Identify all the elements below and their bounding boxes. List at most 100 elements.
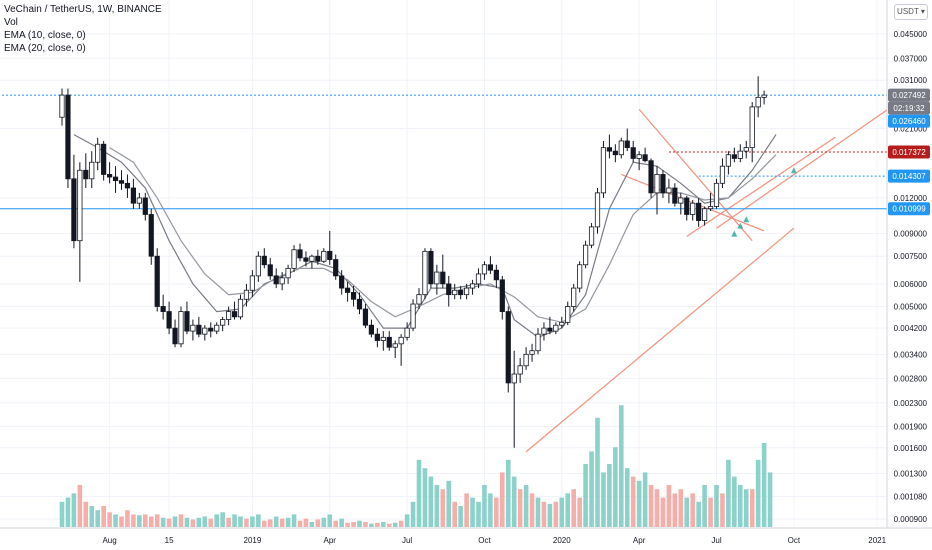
volume-bar	[285, 517, 291, 527]
candle-body	[594, 192, 601, 228]
candle-body	[130, 187, 136, 204]
volume-bar	[494, 497, 499, 527]
candle-body	[178, 311, 184, 345]
candle-body	[83, 169, 89, 180]
candle-body	[59, 94, 65, 118]
price-tick-label: 0.000900	[894, 515, 928, 524]
price-axis[interactable]: 0.045000 0.037000 0.031000 0.021000 0.012000…	[894, 30, 928, 524]
ema10-legend[interactable]: EMA (10, close, 0)	[4, 30, 86, 41]
candle-body	[547, 327, 553, 332]
time-axis[interactable]: Aug152019AprJulOct2020AprJulOct2021Apr	[102, 536, 932, 545]
candle-body	[386, 336, 392, 348]
candle-body	[719, 165, 726, 184]
price-tag-label: 0.010999	[892, 205, 926, 214]
volume-bar	[333, 520, 338, 527]
volume-bar	[143, 514, 148, 527]
volume-bar	[351, 521, 356, 527]
candle-body	[398, 336, 404, 345]
candle-body	[273, 275, 279, 285]
volume-bar	[101, 506, 106, 527]
volume-bar	[613, 447, 618, 527]
price-tick-label: 0.006000	[894, 280, 928, 289]
candle-body	[678, 197, 684, 204]
candle-body	[458, 289, 464, 296]
volume-bar	[250, 516, 255, 527]
price-tag	[888, 202, 930, 216]
price-tag	[888, 145, 930, 159]
candle-body	[499, 279, 505, 312]
candle-body	[452, 289, 458, 296]
volume-bar	[482, 485, 487, 527]
buy-signal-icon	[790, 167, 797, 174]
price-tick-label: 0.009000	[894, 230, 928, 239]
symbol-title[interactable]: VeChain / TetherUS, 1W, BINANCE	[4, 4, 162, 15]
volume-bar	[559, 497, 565, 527]
volume-bar	[148, 516, 154, 527]
candle-body	[231, 311, 238, 318]
volume-bar	[244, 518, 249, 527]
trend-line	[525, 227, 795, 453]
candle-body	[517, 365, 523, 375]
volume-bar	[547, 503, 553, 527]
volume-bar	[470, 497, 475, 527]
volume-bar	[595, 417, 600, 527]
price-tag	[888, 114, 930, 128]
volume-bar	[137, 515, 142, 527]
candle-body	[428, 250, 434, 285]
volume-bar	[583, 464, 588, 527]
price-tick-label: 0.001600	[894, 444, 928, 453]
volume-bar	[708, 497, 713, 527]
candle-body	[362, 308, 369, 326]
candle-body	[333, 259, 339, 277]
volume-bar	[178, 514, 184, 527]
candle-body	[291, 249, 297, 269]
volume-bar	[500, 472, 505, 527]
volume-bar	[315, 519, 321, 527]
volume-bar	[256, 514, 261, 527]
ema20-legend[interactable]: EMA (20, close, 0)	[4, 43, 86, 54]
volume-legend[interactable]: Vol	[4, 17, 18, 28]
candle-body	[344, 287, 351, 293]
price-tag	[888, 169, 930, 183]
trend-line	[716, 103, 896, 229]
candle-body	[214, 324, 220, 332]
time-tick-label: Oct	[478, 536, 491, 545]
volume-bar	[89, 506, 95, 527]
time-tick-label: 2019	[244, 536, 262, 545]
candle-body	[505, 311, 511, 384]
volume-bar	[83, 501, 89, 527]
candle-body	[267, 264, 273, 277]
candlesticks	[59, 76, 767, 448]
candle-body	[160, 306, 166, 312]
candle-body	[101, 143, 107, 175]
price-tick-label: 0.001300	[894, 470, 928, 479]
volume-bar	[303, 518, 309, 527]
grid-lines	[0, 0, 887, 528]
price-tick-label: 0.031000	[894, 76, 928, 85]
volume-bar	[589, 451, 594, 527]
volume-bar	[202, 516, 208, 527]
volume-bar	[125, 510, 130, 527]
candle-body	[541, 327, 547, 335]
candle-body	[410, 303, 416, 329]
price-tick-label: 0.004200	[894, 324, 928, 333]
price-tick-label: 0.021000	[894, 125, 928, 134]
candle-body	[184, 311, 190, 332]
volume-bar	[702, 485, 707, 527]
candle-body	[624, 140, 630, 149]
volume-bar	[262, 520, 267, 527]
volume-bar	[381, 521, 386, 527]
volume-bar	[369, 523, 374, 527]
candle-body	[368, 324, 375, 335]
volume-bar	[452, 501, 457, 527]
volume-bar	[327, 514, 333, 527]
candle-body	[279, 277, 285, 285]
candle-body	[327, 250, 333, 260]
volume-bar	[553, 501, 559, 527]
price-tag-label: 02:19:32	[893, 104, 925, 113]
price-tick-label: 0.002300	[894, 399, 928, 408]
volume-bar	[172, 516, 178, 527]
currency-selector[interactable]: USDT ▾	[894, 4, 928, 20]
volume-bar	[107, 512, 112, 527]
